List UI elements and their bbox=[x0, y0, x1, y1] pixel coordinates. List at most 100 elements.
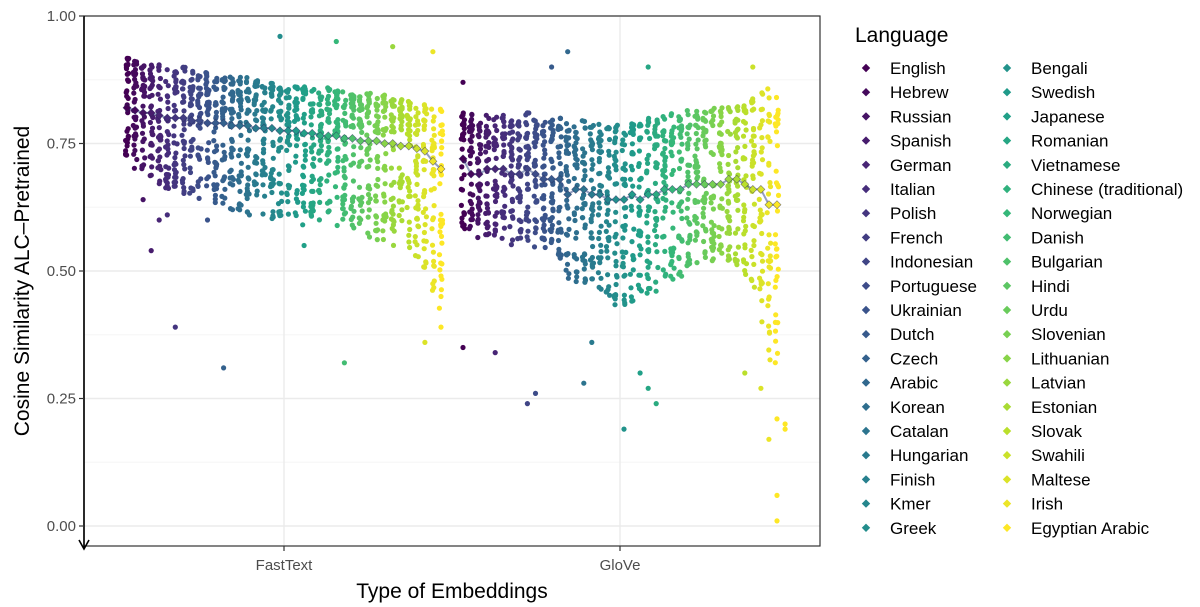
data-point bbox=[525, 154, 531, 161]
data-point bbox=[260, 211, 266, 217]
data-point bbox=[407, 226, 413, 233]
data-point bbox=[719, 226, 725, 232]
mean-marker bbox=[708, 179, 718, 189]
data-point bbox=[708, 200, 714, 206]
data-point bbox=[458, 186, 464, 192]
mean-marker bbox=[388, 139, 398, 148]
legend-label: Japanese bbox=[1031, 107, 1105, 126]
data-point bbox=[764, 210, 770, 216]
outlier-point bbox=[406, 232, 412, 238]
data-point bbox=[357, 118, 364, 124]
data-point bbox=[652, 180, 659, 186]
outlier-point bbox=[164, 212, 170, 218]
data-point bbox=[340, 117, 346, 123]
mean-marker bbox=[267, 123, 277, 133]
data-point bbox=[574, 274, 580, 280]
data-point bbox=[373, 228, 380, 234]
data-point bbox=[431, 258, 437, 264]
data-point bbox=[636, 286, 643, 292]
data-point bbox=[500, 153, 506, 159]
data-point bbox=[509, 144, 515, 150]
data-point bbox=[765, 191, 772, 197]
data-point bbox=[774, 208, 781, 214]
data-point bbox=[373, 182, 379, 188]
data-point bbox=[751, 284, 758, 290]
data-point bbox=[579, 206, 585, 212]
data-point bbox=[262, 90, 268, 96]
data-point bbox=[316, 101, 322, 107]
data-point bbox=[366, 207, 372, 213]
points-slovak bbox=[404, 98, 413, 251]
data-point bbox=[348, 216, 354, 223]
data-point bbox=[663, 138, 669, 144]
data-point bbox=[724, 208, 730, 215]
data-point bbox=[533, 199, 539, 205]
mean-marker bbox=[436, 164, 446, 174]
data-point bbox=[299, 182, 306, 188]
data-point bbox=[501, 142, 507, 148]
data-point bbox=[308, 122, 314, 128]
data-point bbox=[238, 169, 244, 175]
data-point bbox=[759, 298, 765, 304]
legend-label: Swahili bbox=[1031, 446, 1085, 465]
data-point bbox=[774, 143, 781, 149]
data-point bbox=[459, 176, 465, 182]
data-point bbox=[165, 105, 171, 112]
data-point bbox=[195, 100, 201, 106]
points-slovak bbox=[740, 103, 750, 277]
data-point bbox=[132, 136, 138, 142]
points-dutch bbox=[547, 117, 556, 246]
data-point bbox=[406, 239, 412, 245]
data-point bbox=[539, 182, 545, 188]
legend-key bbox=[861, 209, 871, 218]
data-point bbox=[375, 159, 381, 165]
data-point bbox=[356, 215, 362, 221]
data-point bbox=[606, 152, 612, 158]
data-point bbox=[772, 241, 778, 247]
data-point bbox=[203, 76, 209, 82]
mean-marker bbox=[466, 169, 476, 179]
points-swedish bbox=[627, 121, 637, 304]
data-point bbox=[189, 76, 195, 82]
data-point bbox=[758, 149, 764, 155]
data-point bbox=[461, 120, 467, 126]
data-point bbox=[509, 214, 516, 220]
series-fasttext bbox=[123, 33, 446, 371]
legend-label: Greek bbox=[890, 519, 937, 538]
x-axis: FastText GloVe bbox=[256, 546, 640, 574]
data-point bbox=[686, 190, 692, 196]
data-point bbox=[492, 187, 499, 193]
data-point bbox=[375, 153, 381, 160]
data-point bbox=[204, 70, 210, 76]
outlier-point bbox=[148, 248, 154, 254]
data-point bbox=[302, 152, 308, 158]
legend-label: Lithuanian bbox=[1031, 349, 1109, 368]
means-layer bbox=[122, 103, 782, 210]
mean-marker bbox=[651, 190, 661, 199]
data-point bbox=[655, 199, 661, 205]
mean-marker bbox=[259, 123, 269, 133]
data-point bbox=[131, 71, 137, 77]
outlier-point bbox=[766, 436, 772, 442]
data-point bbox=[710, 206, 717, 212]
points-irish bbox=[428, 106, 437, 293]
data-point bbox=[589, 124, 595, 130]
data-point bbox=[726, 230, 733, 236]
data-point bbox=[438, 151, 444, 157]
data-point bbox=[164, 138, 170, 144]
data-point bbox=[622, 301, 628, 307]
points-ukrainian bbox=[539, 119, 548, 251]
legend-key bbox=[1002, 233, 1012, 242]
data-point bbox=[190, 136, 196, 143]
data-point bbox=[374, 113, 380, 119]
data-point bbox=[220, 142, 226, 148]
data-point bbox=[523, 120, 529, 126]
data-point bbox=[390, 147, 396, 153]
data-point bbox=[757, 219, 763, 225]
data-point bbox=[644, 290, 650, 296]
points-spanish bbox=[483, 112, 492, 238]
data-point bbox=[685, 240, 691, 246]
data-point bbox=[773, 114, 779, 120]
legend-label: Hebrew bbox=[890, 83, 949, 102]
data-point bbox=[230, 182, 236, 188]
